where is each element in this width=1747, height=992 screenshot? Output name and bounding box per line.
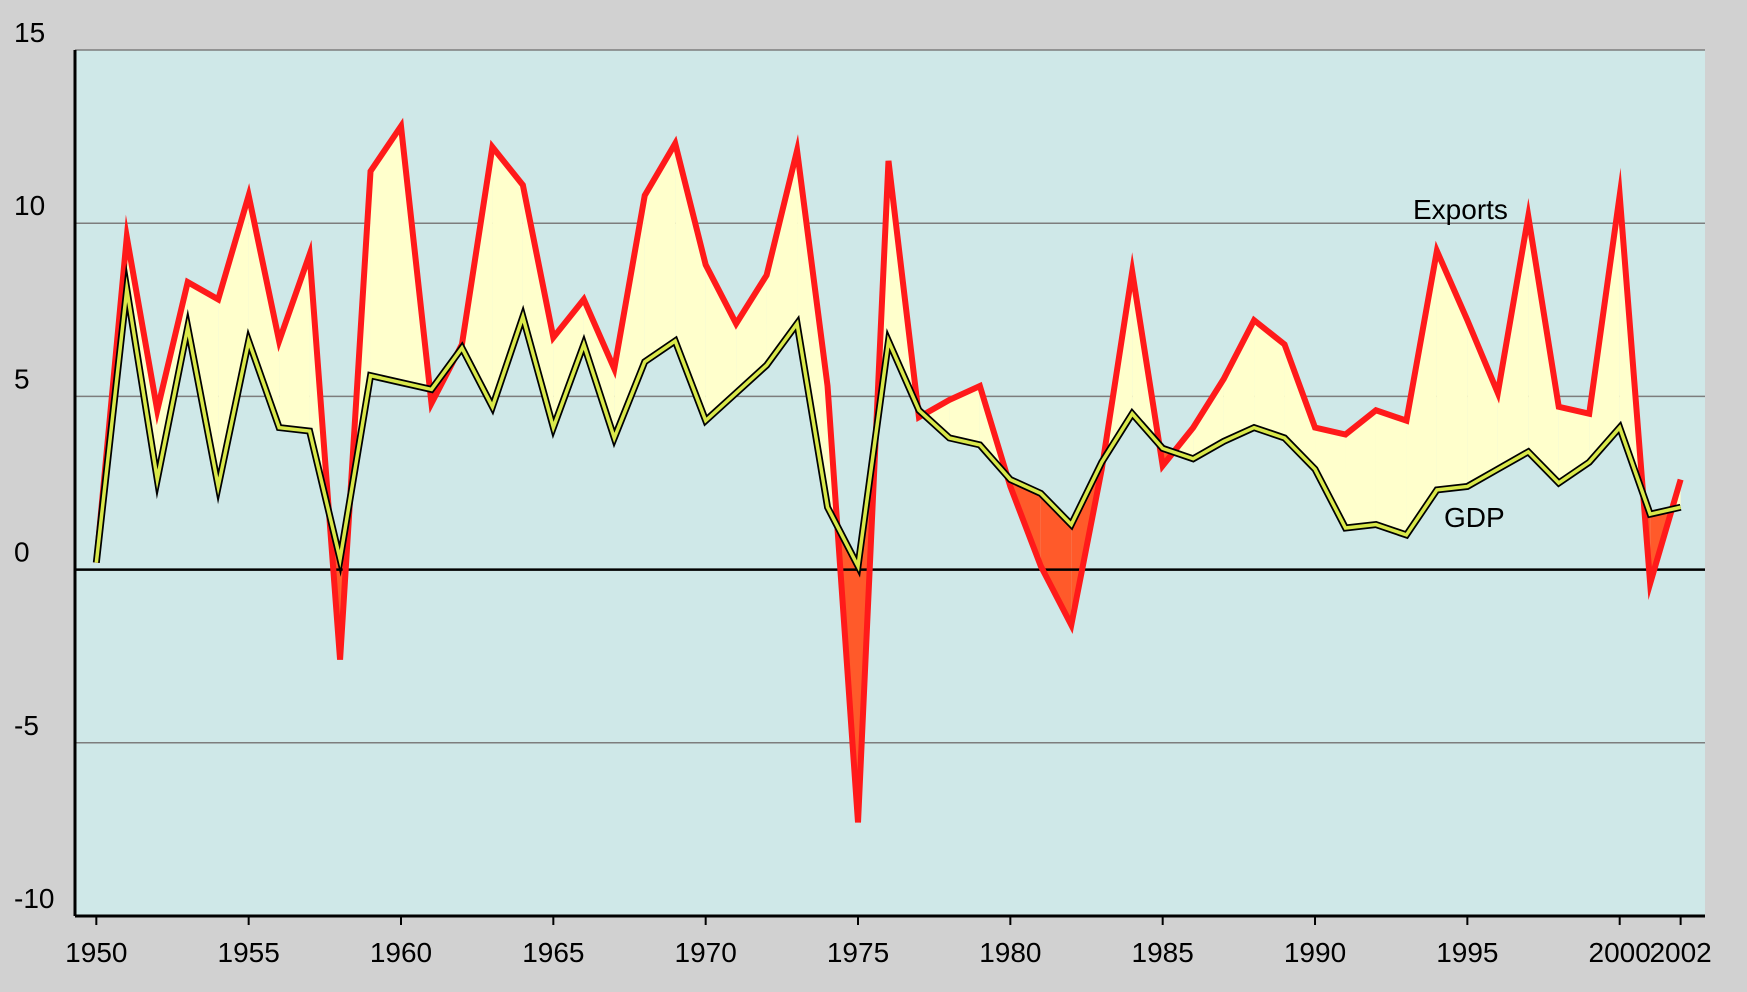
x-tick-label: 1985 (1132, 937, 1194, 968)
y-tick-label: 15 (14, 17, 45, 48)
gap-fill-segment (1193, 379, 1224, 459)
series-label-gdp: GDP (1444, 502, 1505, 533)
x-tick-label: 1980 (979, 937, 1041, 968)
x-tick-labels: 1950 1955 1960 1965 1970 1975 1980 1985 1990 1995… (65, 916, 1712, 968)
y-tick-label: 5 (14, 363, 30, 394)
series-line-exports (93, 117, 1684, 823)
x-tick-label: 2000 (1589, 937, 1651, 968)
gap-fill-segment (766, 150, 798, 366)
series-labels: Exports GDP (1413, 194, 1508, 533)
gap-fill-segment (1254, 320, 1285, 438)
gap-fill-segment (797, 150, 828, 508)
axes (73, 50, 1705, 918)
gap-fill-segment (1040, 493, 1072, 626)
y-tick-label: 0 (14, 537, 30, 568)
x-tick-label: 1965 (522, 937, 584, 968)
gap-fill-segment (949, 386, 980, 445)
x-tick-label: 1950 (65, 937, 127, 968)
series-line-gdp (94, 275, 1682, 572)
gap-fill-segment (736, 275, 767, 393)
gap-fill-segment (1406, 250, 1437, 535)
gap-fill-segment (492, 146, 523, 407)
gap-fill-segment (1528, 216, 1559, 483)
x-tick-label: 1990 (1284, 937, 1346, 968)
gap-fill-segment (370, 126, 401, 383)
gap-fill-segment (1284, 344, 1316, 470)
gap-fill-segment (644, 143, 676, 362)
gap-fill-segment (248, 195, 280, 428)
x-tick-label: 1970 (675, 937, 737, 968)
gap-fill-segment (705, 264, 737, 421)
gap-fill-segment (1315, 427, 1346, 529)
gap-fill-segment (279, 254, 310, 432)
gap-fill-segment (1345, 410, 1376, 529)
x-tick-label: 1960 (370, 937, 432, 968)
y-tick-label: -5 (14, 710, 39, 741)
x-tick-label: 1955 (218, 937, 280, 968)
series-lines (92, 117, 1684, 823)
gap-fill-segment (1497, 216, 1529, 470)
gap-fill-segment (1467, 320, 1498, 487)
gap-fill-segment (1223, 320, 1255, 442)
y-tick-labels: -10 -5 0 5 10 15 (14, 17, 54, 914)
x-tick-label: 2002 (1649, 937, 1711, 968)
gap-fill-segment (218, 195, 249, 487)
gap-fill-segment (1436, 250, 1468, 490)
x-tick-label: 1975 (827, 937, 889, 968)
series-label-exports: Exports (1413, 194, 1508, 225)
gap-fill-segment (1375, 410, 1407, 535)
gap-fill-segment (522, 185, 554, 428)
y-tick-label: 10 (14, 190, 45, 221)
x-tick-label: 1995 (1436, 937, 1498, 968)
y-tick-label: -10 (14, 883, 54, 914)
